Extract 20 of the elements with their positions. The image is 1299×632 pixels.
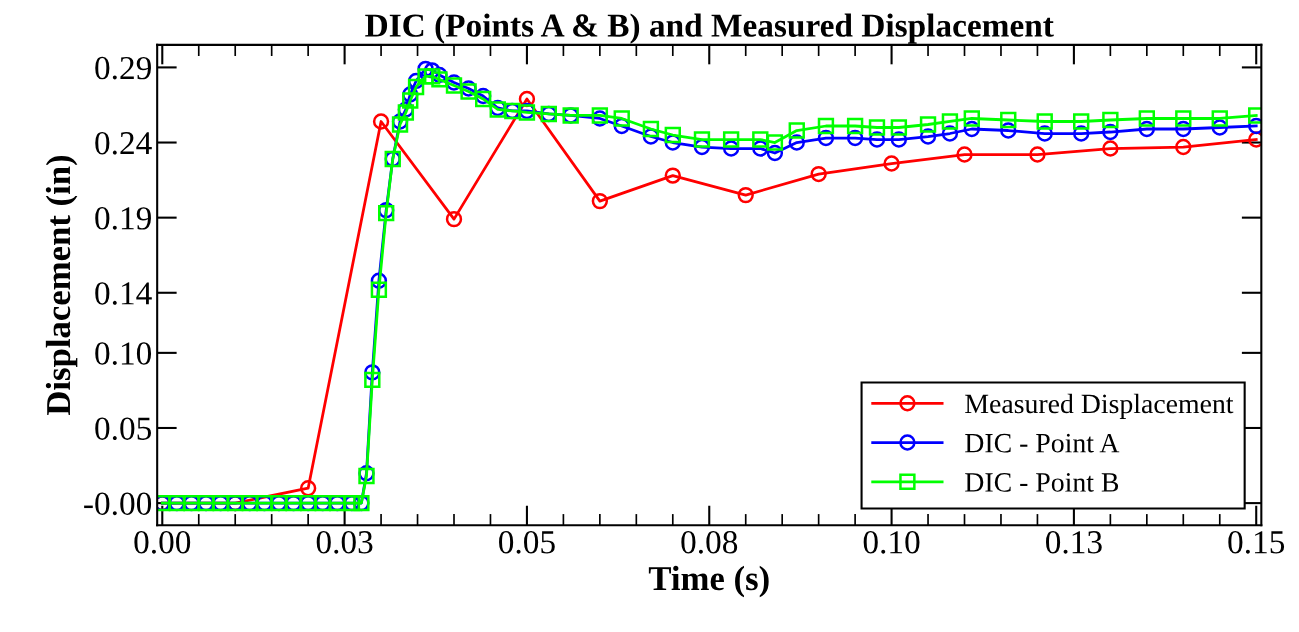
y-tick-label: 0.24 (95, 131, 152, 155)
y-tick-label: 0.05 (95, 417, 152, 441)
y-tick-label: 0.19 (95, 207, 151, 230)
x-tick-label: 0.05 (499, 531, 555, 554)
legend-label: Measured Displacement (965, 393, 1234, 419)
x-tick-label: 0.13 (1046, 531, 1102, 554)
x-tick-label: 0.03 (316, 531, 373, 554)
y-tick-label: 0.10 (95, 342, 152, 365)
x-tick-label: 0.08 (681, 531, 738, 554)
chart-title: DIC (Points A & B) and Measured Displacement (365, 13, 1054, 44)
y-tick-label: -0.00 (84, 492, 152, 516)
x-tick-label: 0.00 (134, 531, 191, 554)
y-tick-label: 0.29 (95, 56, 151, 80)
legend-label: DIC - Point A (965, 433, 1120, 453)
x-tick-label: 0.10 (863, 531, 920, 554)
x-axis-title: Time (s) (648, 565, 769, 598)
y-axis-title: Displacement (in) (45, 155, 78, 416)
legend-label: DIC - Point B (965, 473, 1119, 492)
x-tick-label: 0.15 (1228, 531, 1285, 554)
y-tick-label: 0.14 (95, 282, 152, 305)
